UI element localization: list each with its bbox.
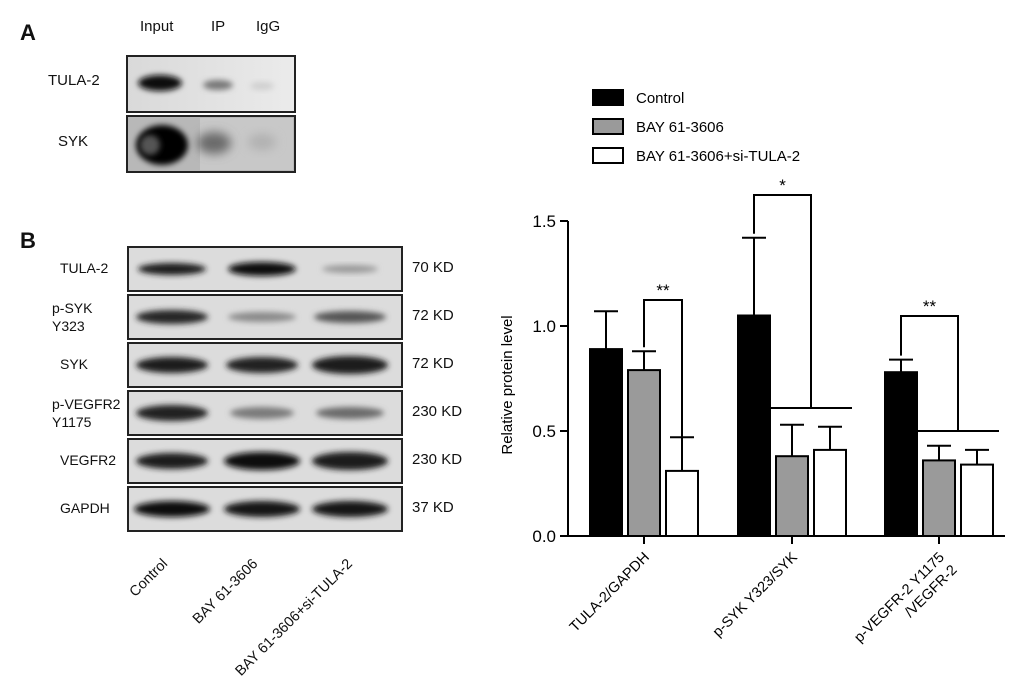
band	[230, 407, 294, 419]
legend-swatch	[592, 118, 624, 135]
legend-item-1: BAY 61-3606	[592, 118, 724, 136]
blot-row-label-1: p-SYK Y323	[52, 300, 93, 334]
panel-a-row-syk: SYK	[58, 133, 89, 150]
x-tick-label-0: TULA-2/GAPDH	[567, 550, 653, 636]
y-tick-label: 0.0	[532, 527, 556, 546]
band	[224, 501, 300, 517]
blot-row-4	[127, 438, 403, 484]
x-tick-label-2: p-VEGFR-2 Y1175/VEGFR-2	[851, 550, 960, 659]
blot-row-label-0: TULA-2	[60, 260, 109, 276]
x-tick-label-1: p-SYK Y323/SYK	[710, 549, 801, 640]
panel-a-col-input: Input	[140, 18, 174, 35]
significance-label-0: **	[656, 281, 670, 300]
legend-swatch	[592, 147, 624, 164]
band	[197, 132, 231, 154]
band	[314, 311, 386, 323]
y-tick-label: 1.0	[532, 317, 556, 336]
band	[136, 453, 208, 469]
band	[228, 312, 296, 322]
panel-a-col-igg: IgG	[256, 18, 281, 35]
blot-row-label-3: p-VEGFR2 Y1175	[52, 396, 121, 430]
legend-item-2: BAY 61-3606+si-TULA-2	[592, 147, 800, 165]
band	[228, 262, 296, 276]
legend-label: BAY 61-3606	[636, 119, 724, 136]
legend-swatch	[592, 89, 624, 106]
bar-1-2	[813, 448, 847, 537]
panel-a-blot-tula2	[126, 55, 296, 113]
blot-row-label-4: VEGFR2	[60, 452, 117, 468]
band	[203, 80, 233, 90]
blot-row-label-5: GAPDH	[60, 500, 110, 516]
blot-row-label-2: SYK	[60, 356, 89, 372]
y-tick-label: 0.5	[532, 422, 556, 441]
significance-bracket-0: **	[643, 281, 683, 438]
y-axis-label: Relative protein level	[499, 315, 516, 454]
band	[136, 125, 188, 165]
blot-row-5	[127, 486, 403, 532]
bar-1-0	[737, 314, 771, 537]
band	[136, 310, 208, 324]
blot-size-label-3: 230 KD	[412, 403, 463, 420]
panel-a-letter: A	[20, 20, 36, 45]
panel-a-col-ip: IP	[211, 18, 226, 35]
band	[322, 265, 378, 273]
blot-size-label-4: 230 KD	[412, 451, 463, 468]
blot-row-2	[127, 342, 403, 388]
band	[312, 356, 388, 374]
band	[134, 501, 210, 517]
significance-label-2: **	[923, 297, 937, 316]
panel-a-blot-syk	[126, 115, 296, 173]
blot-row-1	[127, 294, 403, 340]
panel-b-letter: B	[20, 228, 36, 253]
bar-2-0	[884, 371, 918, 538]
legend-item-0: Control	[592, 89, 684, 107]
band	[316, 407, 384, 419]
band	[138, 75, 182, 91]
bar-2-1	[922, 459, 956, 537]
band	[136, 357, 208, 373]
y-tick-label: 1.5	[532, 212, 556, 231]
band	[312, 501, 388, 517]
legend-label: Control	[636, 90, 684, 107]
band	[224, 452, 300, 470]
bar-0-0	[589, 348, 623, 537]
bar-0-1	[627, 369, 661, 537]
bar-1-1	[775, 455, 809, 538]
legend-label: BAY 61-3606+si-TULA-2	[636, 148, 800, 165]
bar-2-2	[960, 463, 994, 538]
blot-size-label-2: 72 KD	[412, 355, 454, 372]
significance-bracket-2: **	[900, 297, 999, 432]
blot-row-3	[127, 390, 403, 436]
bar-0-2	[665, 469, 699, 537]
blot-size-label-1: 72 KD	[412, 307, 454, 324]
significance-bracket-1: *	[753, 176, 852, 409]
significance-label-1: *	[779, 176, 786, 195]
blot-row-0	[127, 246, 403, 292]
blot-size-label-5: 37 KD	[412, 499, 454, 516]
band	[312, 452, 388, 470]
band	[250, 82, 274, 90]
band	[248, 134, 276, 150]
blot-size-label-0: 70 KD	[412, 259, 454, 276]
panel-a-row-tula2: TULA-2	[48, 72, 100, 89]
band	[138, 263, 206, 275]
band	[136, 405, 208, 421]
band	[226, 357, 298, 373]
